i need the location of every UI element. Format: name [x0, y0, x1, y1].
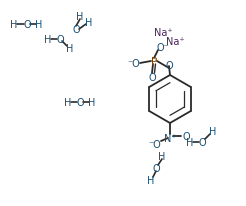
Text: O: O: [23, 20, 31, 30]
Text: H: H: [64, 97, 72, 108]
Text: ⁻O: ⁻O: [149, 139, 161, 149]
Text: H: H: [76, 12, 84, 22]
Text: H: H: [35, 20, 43, 30]
Text: O: O: [182, 131, 190, 141]
Text: H: H: [209, 126, 217, 136]
Text: O: O: [198, 137, 206, 147]
Text: H: H: [85, 18, 93, 28]
Text: Na⁺: Na⁺: [166, 37, 184, 47]
Text: Na⁺: Na⁺: [154, 28, 172, 38]
Text: H: H: [186, 137, 194, 147]
Text: H: H: [158, 151, 166, 161]
Text: O: O: [148, 73, 156, 83]
Text: O: O: [152, 163, 160, 173]
Text: O: O: [165, 61, 173, 71]
Text: H: H: [88, 97, 96, 108]
Text: H: H: [66, 44, 74, 54]
Text: O⁻: O⁻: [157, 43, 169, 53]
Text: ⁻O: ⁻O: [128, 59, 140, 69]
Text: O: O: [72, 25, 80, 35]
Text: O: O: [76, 97, 84, 108]
Text: N⁺: N⁺: [164, 133, 176, 143]
Text: H: H: [10, 20, 18, 30]
Text: P: P: [151, 57, 157, 67]
Text: H: H: [147, 175, 155, 185]
Text: H: H: [44, 35, 52, 45]
Text: O: O: [56, 35, 64, 45]
